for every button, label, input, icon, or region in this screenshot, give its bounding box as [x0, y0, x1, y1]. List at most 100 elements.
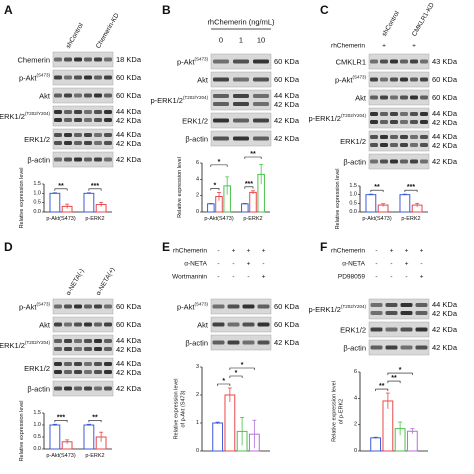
- band: [94, 133, 102, 137]
- bar: [49, 424, 61, 450]
- band: [74, 347, 82, 351]
- blot: [52, 128, 114, 150]
- blot: [210, 316, 272, 333]
- y-tick-label: 1.0: [349, 192, 357, 198]
- significance-label: ***: [91, 183, 99, 190]
- band: [400, 311, 413, 315]
- blot-label: CMKLR1: [336, 57, 366, 66]
- band: [420, 59, 428, 64]
- band: [54, 118, 62, 122]
- blot: [368, 130, 430, 152]
- blot-name: p-ERK1/2: [0, 341, 25, 350]
- band: [420, 143, 428, 147]
- x-tick-label: p-ERK2: [401, 216, 420, 222]
- blot-name: β-actin: [27, 155, 50, 164]
- blot-name: ERK1/2: [24, 135, 50, 144]
- blot-sup: (S473): [36, 301, 50, 306]
- blot-name: p-Akt: [177, 57, 195, 66]
- band: [390, 120, 398, 124]
- panel-letter: D: [4, 240, 13, 254]
- blot-name: Akt: [197, 320, 209, 329]
- band: [380, 95, 388, 100]
- band: [94, 304, 102, 309]
- band: [410, 135, 418, 139]
- kda-label: 44 KDa: [116, 359, 142, 368]
- kda-label: 42 KDa: [116, 116, 142, 125]
- band: [64, 304, 72, 309]
- band: [54, 157, 62, 162]
- blot: [52, 151, 114, 168]
- band: [400, 77, 408, 82]
- condition-sign: +: [262, 248, 266, 255]
- kda-label: 42 KDa: [432, 141, 458, 150]
- kda-label: 42 KDa: [432, 325, 458, 334]
- condition-label: rhChemerin: [331, 248, 365, 255]
- significance-bracket: [370, 189, 384, 193]
- band: [84, 118, 92, 122]
- band: [104, 362, 112, 366]
- blot-name: p-Akt: [19, 73, 37, 82]
- condition-label: rhChemerin: [331, 43, 365, 50]
- condition-sign: -: [217, 248, 219, 255]
- band: [370, 159, 378, 164]
- y-axis-label: Relative expression level: [177, 157, 183, 218]
- band: [400, 135, 408, 139]
- band: [370, 112, 378, 116]
- blot-label: ERK1/2: [24, 135, 50, 144]
- condition-sign: -: [232, 261, 234, 268]
- band: [380, 143, 388, 147]
- band: [94, 386, 102, 391]
- kda-label: 60 KDa: [432, 93, 458, 102]
- band: [84, 386, 92, 391]
- band: [54, 75, 62, 80]
- dose-label: 10: [257, 36, 265, 45]
- band: [64, 75, 72, 80]
- blot: [368, 339, 430, 356]
- band: [74, 93, 82, 98]
- band: [370, 303, 383, 307]
- condition-sign: +: [420, 248, 424, 255]
- significance-label: **: [250, 151, 256, 158]
- band: [94, 93, 102, 98]
- significance-label: **: [58, 183, 64, 190]
- blot-name: Akt: [39, 320, 51, 329]
- blot: [52, 105, 114, 127]
- band: [54, 141, 62, 145]
- significance-label: *: [241, 362, 244, 369]
- band: [370, 77, 378, 82]
- band: [84, 75, 92, 80]
- condition-sign: +: [420, 274, 424, 281]
- band: [54, 110, 62, 114]
- bar: [83, 424, 95, 450]
- significance-label: **: [92, 414, 98, 421]
- significance-bracket: [404, 189, 418, 193]
- significance-bracket: [88, 188, 102, 191]
- significance-bracket: [210, 164, 228, 167]
- blot-sup: (S473): [352, 74, 366, 79]
- band: [213, 102, 229, 106]
- blot-name: p-Akt: [177, 302, 195, 311]
- y-tick-label: 1: [196, 420, 199, 426]
- band: [380, 59, 388, 64]
- blot-name: Chemerin: [17, 55, 50, 64]
- y-tick-label: 1.5: [33, 410, 41, 416]
- x-tick-label: p-ERK2: [85, 453, 104, 459]
- kda-label: 42 KDa: [432, 343, 458, 352]
- blot-label: Chemerin: [17, 55, 50, 64]
- x-tick-label: p-ERK2: [85, 216, 104, 222]
- kda-label: 44 KDa: [116, 336, 142, 345]
- condition-sign: +: [405, 261, 409, 268]
- band: [400, 143, 408, 147]
- band: [84, 339, 92, 343]
- band: [420, 120, 428, 124]
- band: [64, 322, 72, 327]
- significance-label: *: [235, 370, 238, 377]
- significance-label: **: [379, 383, 385, 390]
- condition-sign: -: [232, 274, 234, 281]
- kda-label: 42 KDa: [274, 338, 300, 347]
- kda-label: 42 KDa: [432, 118, 458, 127]
- significance-bracket: [210, 188, 220, 191]
- blot-label: Akt: [39, 91, 51, 100]
- y-tick-label: 1.5: [349, 183, 357, 189]
